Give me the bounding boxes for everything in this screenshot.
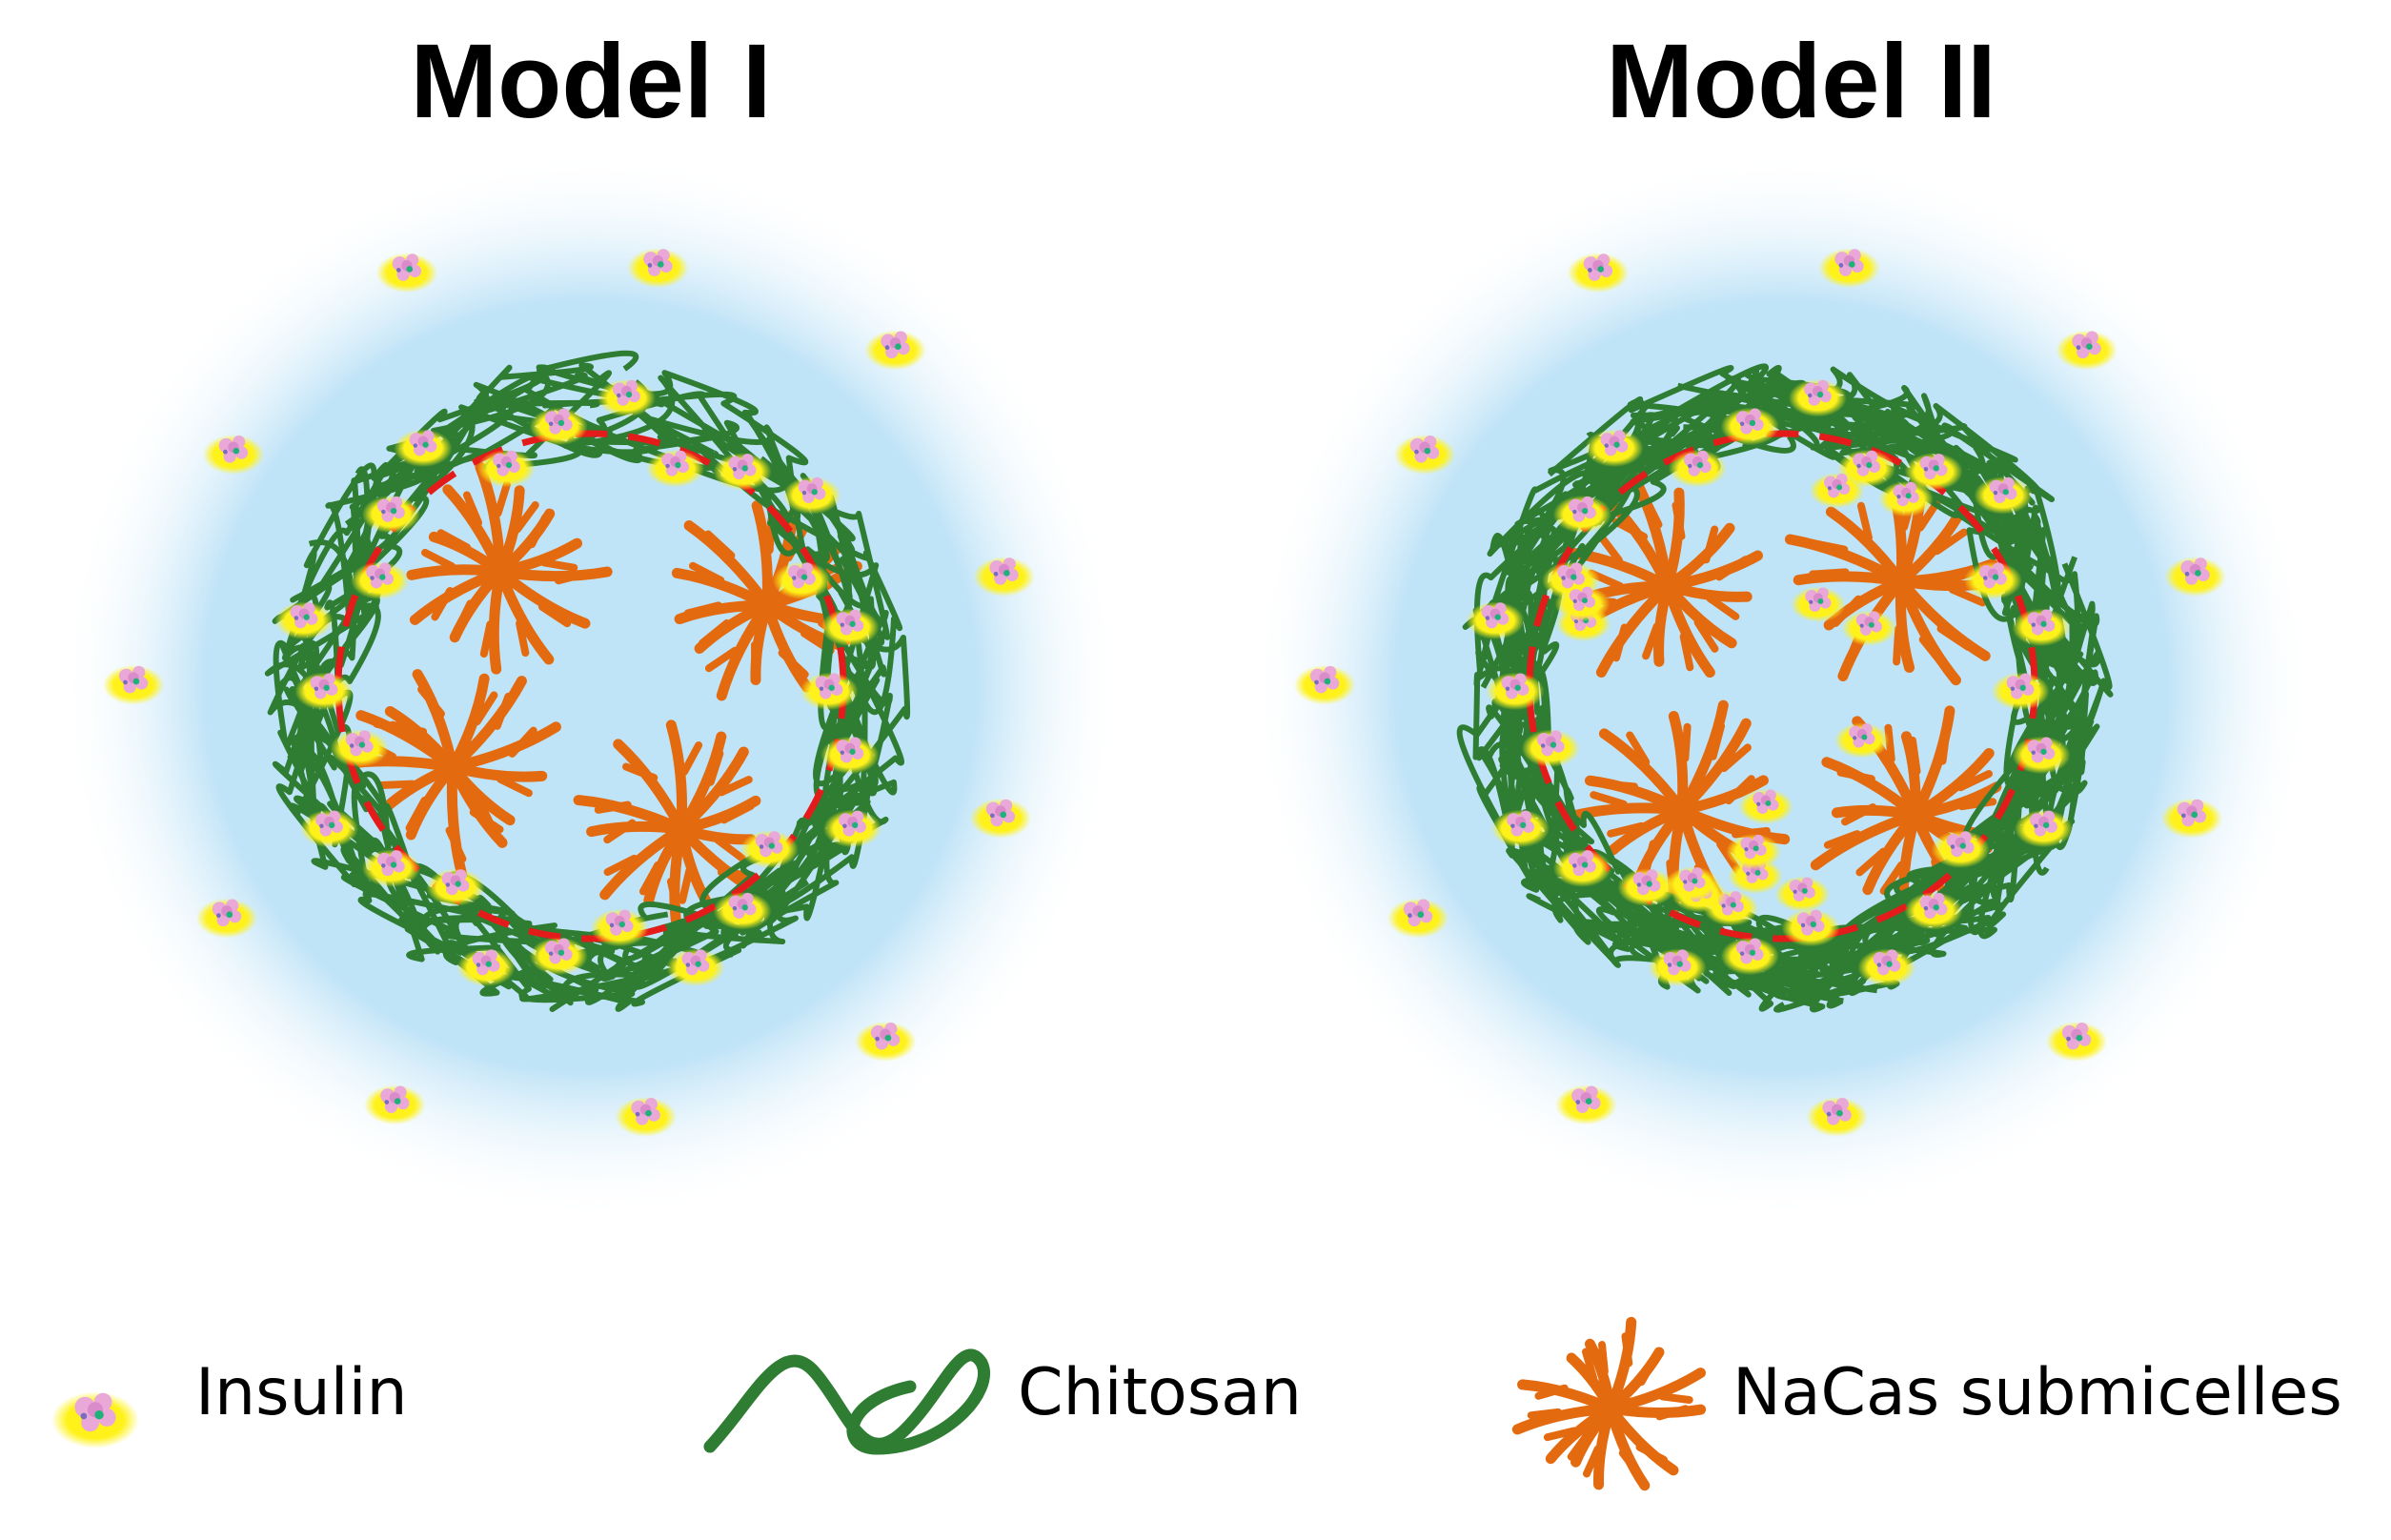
model-i-insulin-surface-10	[426, 868, 485, 906]
model-ii-insulin-surface-18	[1585, 429, 1644, 468]
model-i-halo	[57, 152, 1125, 1220]
model-i-insulin-free-9	[627, 248, 689, 289]
model-i-insulin-surface-24	[782, 476, 841, 515]
model-i-insulin-free-10	[864, 330, 926, 371]
model-i-insulin-free-5	[195, 898, 258, 939]
model-ii-insulin-surface-1	[1991, 672, 2050, 711]
model-ii-insulin-free-6	[1293, 664, 1356, 705]
model-i-insulin-surface-22	[646, 449, 705, 488]
model-ii-insulin-surface-4	[1931, 830, 1990, 868]
model-ii-insulin-surface-9	[1648, 948, 1707, 987]
model-i-insulin-surface-14	[294, 672, 354, 711]
model-i-particle	[102, 248, 1035, 1137]
model-i-insulin-surface-8	[529, 937, 588, 976]
model-i-insulin-surface-15	[274, 601, 334, 640]
model-ii-insulin-surface-2	[2012, 736, 2071, 775]
model-ii-insulin-free-3	[1806, 1097, 1868, 1137]
model-i-insulin-surface-1	[800, 672, 859, 711]
model-ii-insulin-surface-13	[1521, 729, 1580, 768]
model-ii-insulin-inner-14	[1834, 722, 1890, 759]
model-ii-insulin-surface-14	[1486, 672, 1545, 711]
model-ii-insulin-inner-9	[1774, 876, 1831, 913]
model-i-insulin-surface-3	[822, 809, 882, 848]
model-ii-insulin-free-11	[2164, 557, 2226, 598]
model-ii-insulin-free-5	[1387, 898, 1449, 939]
model-ii-insulin-surface-7	[1781, 908, 1840, 947]
model-i-insulin-free-2	[854, 1022, 917, 1062]
model-ii-insulin-free-7	[1393, 435, 1456, 475]
model-ii-title: Model II	[1606, 23, 1996, 140]
model-i-insulin-surface-26	[821, 608, 880, 647]
model-i-insulin-surface-4	[740, 830, 799, 868]
legend-nacas-submicelle	[1511, 1316, 1707, 1491]
model-i-nacas-submicelle-1	[406, 461, 613, 675]
legend-label-nacas: NaCas submicelles	[1732, 1355, 2342, 1430]
model-i-insulin-surface-13	[330, 729, 389, 768]
model-ii-insulin-surface-26	[2012, 608, 2071, 647]
model-ii-insulin-inner-4	[1790, 586, 1846, 623]
model-ii-insulin-free-4	[1555, 1084, 1617, 1125]
model-i-title: Model I	[410, 23, 772, 140]
model-i-insulin-free-7	[202, 435, 265, 475]
model-i-insulin-surface-20	[529, 407, 588, 446]
legend-label-chitosan: Chitosan	[1018, 1355, 1302, 1430]
model-i-insulin-free-4	[364, 1084, 426, 1125]
model-i-insulin-surface-25	[772, 561, 831, 600]
model-ii-insulin-free-1	[2160, 798, 2223, 839]
model-ii-insulin-surface-17	[1552, 495, 1612, 534]
model-ii-insulin-free-8	[1567, 253, 1630, 294]
model-i-insulin-surface-18	[394, 429, 453, 468]
model-ii-insulin-free-9	[1818, 248, 1880, 289]
legend-label-insulin: Insulin	[195, 1355, 408, 1430]
model-ii-insulin-inner-3	[1841, 610, 1897, 646]
model-ii-insulin-surface-19	[1668, 449, 1727, 488]
insulin-icon	[51, 1391, 139, 1449]
model-i-insulin-surface-5	[713, 892, 772, 930]
nacas-submicelle-icon	[1511, 1316, 1707, 1491]
model-i-insulin-surface-23	[713, 453, 772, 491]
model-ii-insulin-surface-11	[1552, 849, 1612, 887]
model-i-insulin-free-8	[375, 253, 438, 294]
model-ii-insulin-inner-12	[1726, 834, 1781, 870]
model-ii-insulin-surface-20	[1720, 407, 1779, 446]
chitosan-icon	[703, 1348, 990, 1455]
model-ii-insulin-free-2	[2045, 1022, 2108, 1062]
model-ii-insulin-surface-21	[1788, 378, 1847, 417]
model-ii-insulin-surface-6	[1857, 948, 1916, 987]
model-i-insulin-surface-17	[361, 495, 421, 534]
model-i-insulin-surface-19	[476, 449, 536, 488]
model-i-insulin-free-3	[615, 1097, 677, 1137]
model-ii-insulin-inner-8	[1664, 866, 1720, 902]
model-i-insulin-surface-11	[361, 849, 421, 887]
model-i-insulin-surface-7	[590, 908, 649, 947]
model-i-insulin-surface-9	[456, 948, 516, 987]
model-ii-insulin-inner-5	[1554, 585, 1611, 622]
model-i-insulin-surface-16	[351, 561, 410, 600]
model-i-insulin-surface-12	[299, 809, 359, 848]
model-ii-insulin-free-10	[2056, 330, 2117, 371]
model-ii-insulin-surface-3	[2014, 809, 2074, 848]
model-ii-insulin-surface-8	[1720, 937, 1779, 976]
model-ii-insulin-surface-12	[1490, 809, 1550, 848]
model-ii-insulin-inner-2	[1878, 480, 1934, 517]
model-i-insulin-free-11	[973, 557, 1035, 598]
model-ii-insulin-inner-13	[1809, 473, 1865, 509]
model-ii-halo	[1248, 152, 2316, 1220]
model-ii-insulin-surface-5	[1904, 892, 1963, 930]
model-ii-insulin-inner-10	[1737, 788, 1793, 825]
model-ii-insulin-surface-25	[1963, 561, 2022, 600]
model-i-insulin-surface-6	[666, 948, 725, 987]
model-i-insulin-surface-21	[597, 378, 656, 417]
model-i-insulin-free-6	[102, 664, 165, 705]
model-i-insulin-surface-2	[821, 736, 880, 775]
model-ii-insulin-surface-15	[1466, 601, 1525, 640]
model-ii-particle	[1293, 248, 2226, 1137]
model-ii-insulin-surface-24	[1974, 476, 2033, 515]
model-i-insulin-free-1	[969, 798, 1032, 839]
